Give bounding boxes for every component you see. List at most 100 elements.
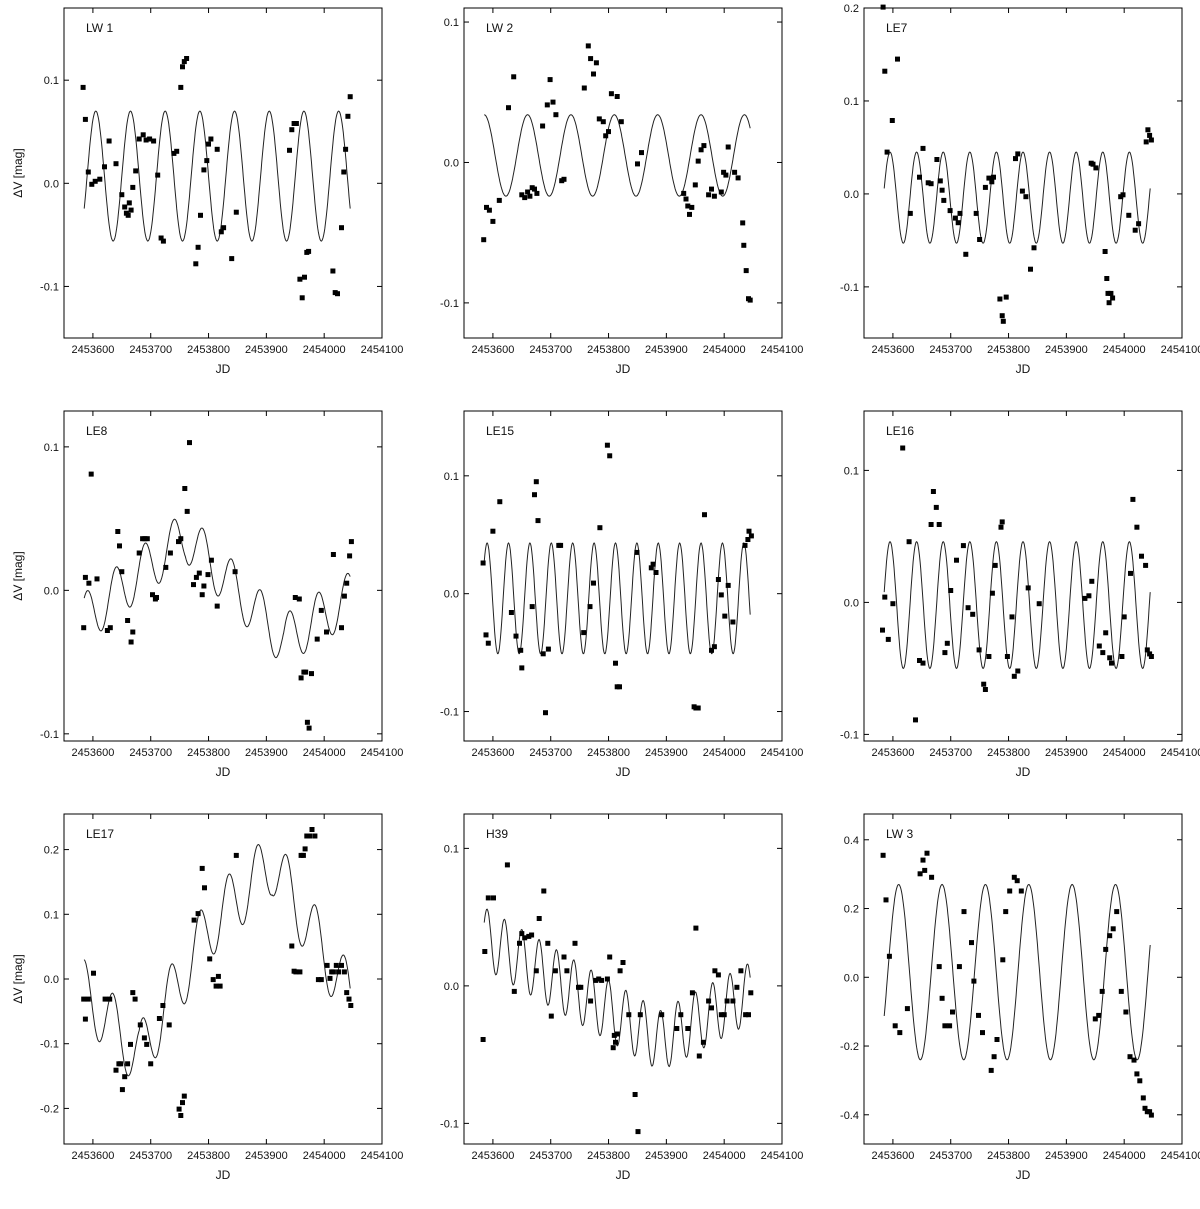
data-point [519, 192, 525, 198]
data-point [709, 186, 714, 192]
data-point [1139, 553, 1144, 559]
data-point [1144, 647, 1150, 653]
data-point [151, 138, 157, 144]
plot-frame [463, 813, 783, 1145]
data-point [1023, 194, 1029, 200]
data-point [158, 235, 164, 241]
data-point [544, 102, 550, 108]
data-point [330, 268, 336, 274]
data-point [541, 888, 547, 894]
data-point [106, 138, 112, 144]
x-tick-label: 2453700 [129, 1150, 172, 1162]
data-point [289, 127, 295, 133]
data-point [202, 885, 207, 891]
panel-title: LE15 [486, 424, 514, 438]
data-point [486, 207, 492, 213]
x-tick-label: 2453800 [987, 747, 1030, 759]
data-point [561, 176, 567, 182]
data-point [213, 983, 219, 989]
model-curve [883, 540, 1151, 670]
data-point [718, 189, 724, 195]
data-point [637, 1012, 643, 1018]
data-point [639, 150, 644, 156]
data-point [981, 681, 987, 687]
data-point [591, 580, 596, 586]
data-point [485, 895, 491, 901]
y-tick-label: 0.0 [844, 597, 859, 609]
data-point [607, 453, 613, 459]
data-point [193, 574, 199, 580]
data-point [1096, 1012, 1102, 1018]
data-point [939, 187, 945, 193]
x-tick-label: 2454000 [703, 1150, 746, 1162]
x-tick-label: 2453600 [471, 1150, 514, 1162]
data-point [917, 658, 922, 663]
data-point [199, 865, 205, 871]
data-point [181, 1093, 187, 1099]
data-point [522, 935, 528, 941]
data-point [91, 970, 96, 976]
panel-title: LE7 [886, 21, 908, 35]
data-point [339, 225, 344, 231]
data-point [653, 570, 659, 575]
data-point [214, 146, 220, 152]
data-point [287, 147, 292, 153]
x-tick-label: 2453600 [471, 747, 514, 759]
model-curve [883, 883, 1151, 1061]
panel-title: LW 3 [886, 827, 913, 841]
data-point [347, 94, 353, 100]
data-point [617, 684, 622, 690]
data-point [184, 508, 190, 514]
data-point [97, 176, 103, 182]
data-point [718, 592, 724, 598]
plot-frame [863, 410, 1183, 742]
data-point [1028, 266, 1033, 272]
data-point [193, 261, 199, 267]
data-point [632, 1092, 638, 1097]
y-tick-label: -0.1 [440, 707, 459, 719]
data-point [696, 1053, 702, 1059]
data-point [330, 552, 336, 557]
data-point [115, 529, 121, 534]
data-point [309, 671, 314, 677]
data-point [171, 150, 177, 156]
data-point [718, 1012, 724, 1018]
data-point [960, 543, 966, 549]
x-tick-label: 2453900 [1045, 344, 1088, 356]
data-point [954, 557, 959, 563]
data-point [191, 917, 197, 923]
data-point [341, 169, 347, 175]
data-point [924, 850, 930, 856]
x-tick-label: 2453600 [71, 1150, 114, 1162]
data-point [1119, 654, 1125, 659]
panel-h39: 2453600 2453700 2453800 2453900 2454000 24541… [400, 806, 803, 1209]
data-point [174, 148, 180, 154]
y-tick-label: 0.1 [444, 471, 459, 483]
y-tick-label: -0.1 [40, 729, 59, 741]
panel-lw3: 2453600 2453700 2453800 2453900 2454000 24541… [800, 806, 1200, 1209]
data-point [593, 60, 599, 66]
chart-svg: 2453600 2453700 2453800 2453900 2454000 24541… [840, 410, 1200, 779]
data-point [591, 71, 596, 77]
data-point [620, 960, 626, 965]
panel-title: LE16 [886, 424, 914, 438]
data-point [735, 175, 741, 181]
data-point [130, 990, 136, 996]
data-point [1092, 1016, 1098, 1022]
data-point [1105, 290, 1111, 296]
data-point [506, 105, 511, 111]
data-point [920, 857, 926, 863]
data-point [525, 189, 531, 195]
data-point [85, 169, 91, 175]
data-point [102, 996, 108, 1002]
data-point [81, 996, 87, 1002]
x-tick-label: 2453800 [187, 1150, 230, 1162]
x-tick-label: 2453800 [587, 344, 630, 356]
data-point [884, 149, 890, 155]
x-tick-label: 2454100 [361, 344, 404, 356]
data-point [206, 141, 211, 147]
data-point [490, 528, 496, 534]
data-point [989, 590, 995, 596]
data-point [1000, 957, 1006, 963]
data-point [689, 204, 695, 210]
